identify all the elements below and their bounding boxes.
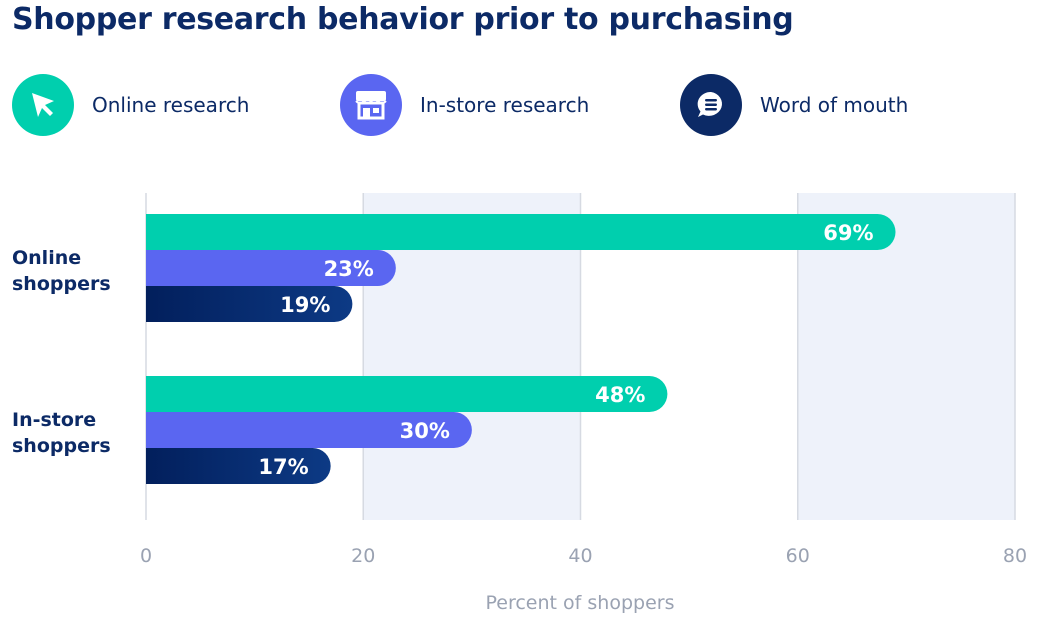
bar-word-of-mouth-1 — [146, 286, 353, 322]
bar-value-label: 19% — [280, 293, 330, 317]
legend-label-online-research: Online research — [92, 93, 250, 117]
bar-value-label: 30% — [400, 419, 450, 443]
legend-item-word-of-mouth: Word of mouth — [680, 74, 908, 136]
bar-online-research-1 — [146, 214, 896, 250]
x-tick-label: 60 — [786, 545, 810, 567]
bar-in-store-research-2 — [146, 412, 472, 448]
x-tick-label: 20 — [351, 545, 375, 567]
bar-value-label: 48% — [595, 383, 645, 407]
storefront-icon — [340, 74, 402, 136]
category-label: In-store shoppers — [12, 409, 111, 457]
bar-online-research-2 — [146, 376, 668, 412]
chart-title: Shopper research behavior prior to purch… — [12, 2, 794, 37]
legend-label-word-of-mouth: Word of mouth — [760, 93, 909, 117]
category-label: Online shoppers — [12, 247, 111, 295]
x-tick-label: 40 — [568, 545, 592, 567]
legend-label-in-store-research: In-store research — [420, 93, 590, 117]
bar-value-label: 69% — [823, 221, 873, 245]
bar-value-label: 17% — [258, 455, 308, 479]
legend: Online research In-store research Word o… — [0, 74, 1050, 136]
cursor-arrow-icon — [12, 74, 74, 136]
bar-word-of-mouth-2 — [146, 448, 331, 484]
x-tick-label: 80 — [1003, 545, 1027, 567]
legend-item-online-research: Online research — [12, 74, 249, 136]
bar-in-store-research-1 — [146, 250, 396, 286]
x-tick-label: 0 — [140, 545, 152, 567]
bar-value-label: 23% — [324, 257, 374, 281]
legend-item-in-store-research: In-store research — [340, 74, 589, 136]
x-axis-title: Percent of shoppers — [486, 592, 675, 614]
chat-bubble-icon — [680, 74, 742, 136]
